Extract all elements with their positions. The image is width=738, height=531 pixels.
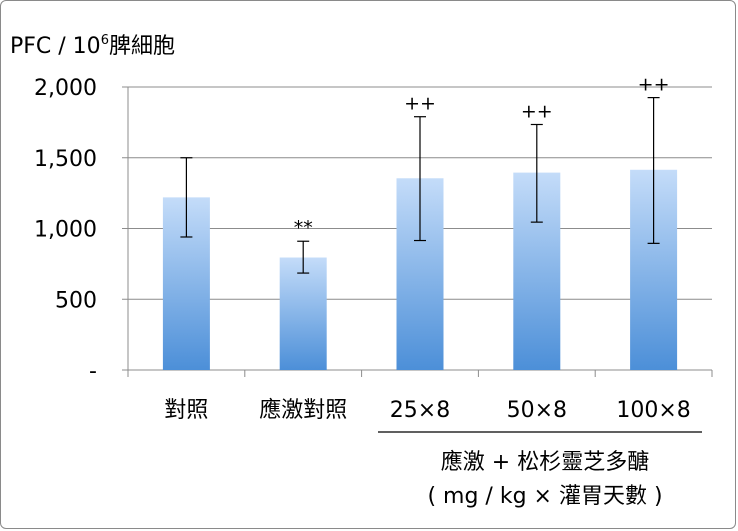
y-tick-label-0: - [89, 359, 97, 384]
annotation-2: ++ [404, 93, 436, 115]
y-axis-title-suffix: 脾細胞 [109, 34, 175, 59]
x-tick-label-3: 50×8 [507, 398, 567, 423]
x-axis-ticks: 對照 應激對照 25×8 50×8 100×8 [127, 370, 713, 423]
bar-1 [279, 257, 327, 370]
y-axis-title-exponent: 6 [101, 33, 109, 48]
y-tick-label-2: 1,000 [34, 218, 97, 243]
x-tick-label-1: 應激對照 [259, 397, 347, 423]
y-tick-label-1: 500 [55, 288, 97, 313]
group-label-treatment: 應激 + 松杉靈芝多醣 [441, 449, 649, 475]
annotation-1: ** [294, 217, 313, 239]
x-tick-label-2: 25×8 [390, 398, 450, 423]
y-axis-title-prefix: PFC / 10 [10, 34, 101, 59]
y-axis-ticks: - 500 1,000 1,500 2,000 [34, 76, 128, 384]
x-tick-label-4: 100×8 [616, 398, 690, 423]
error-bars [180, 97, 660, 274]
significance-annotations: ** ++ ++ ++ [294, 74, 670, 240]
annotation-4: ++ [638, 74, 670, 96]
y-tick-label-3: 1,500 [34, 147, 97, 172]
y-axis-title: PFC / 106脾細胞 [10, 33, 175, 59]
y-tick-label-4: 2,000 [34, 76, 97, 101]
group-label-dose-unit: ( mg / kg × 灌胃天數 ) [427, 484, 662, 509]
annotation-3: ++ [521, 100, 553, 122]
x-tick-label-0: 對照 [164, 398, 208, 423]
